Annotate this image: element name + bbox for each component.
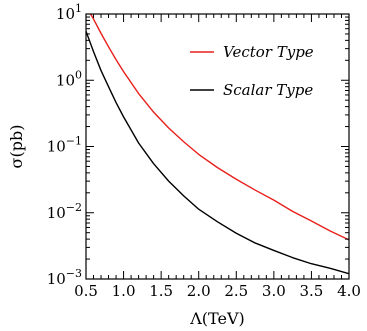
axis-ticks — [85, 13, 350, 280]
plot-marks — [86, 14, 349, 275]
y-tick-label: 10−2 — [47, 201, 82, 222]
x-tick-label: 0.5 — [74, 282, 98, 300]
x-tick-label: 2.0 — [187, 282, 211, 300]
axis-tick-labels: 0.5 1.0 1.5 2.0 2.5 3.0 3.5 4.010−310−210−11001… — [47, 2, 361, 300]
x-tick-label: 1.0 — [112, 282, 136, 300]
y-tick-label: 101 — [56, 2, 82, 23]
x-tick-label: 2.5 — [224, 282, 248, 300]
x-axis-label: Λ(TeV) — [189, 309, 245, 328]
y-tick-label: 10−1 — [47, 135, 82, 156]
series-line-vector — [89, 14, 349, 241]
x-tick-label: 4.0 — [337, 282, 361, 300]
x-tick-label: 1.5 — [149, 282, 173, 300]
series-line-scalar — [86, 30, 349, 275]
y-axis-label: σ(pb) — [7, 125, 26, 169]
legend-label-scalar: Scalar Type — [223, 81, 313, 99]
legend-label-vector: Vector Type — [223, 43, 314, 61]
x-tick-label: 3.0 — [262, 282, 286, 300]
x-tick-label: 3.5 — [299, 282, 323, 300]
y-tick-label: 100 — [56, 68, 82, 89]
legend: Vector Type Scalar Type — [190, 43, 314, 99]
